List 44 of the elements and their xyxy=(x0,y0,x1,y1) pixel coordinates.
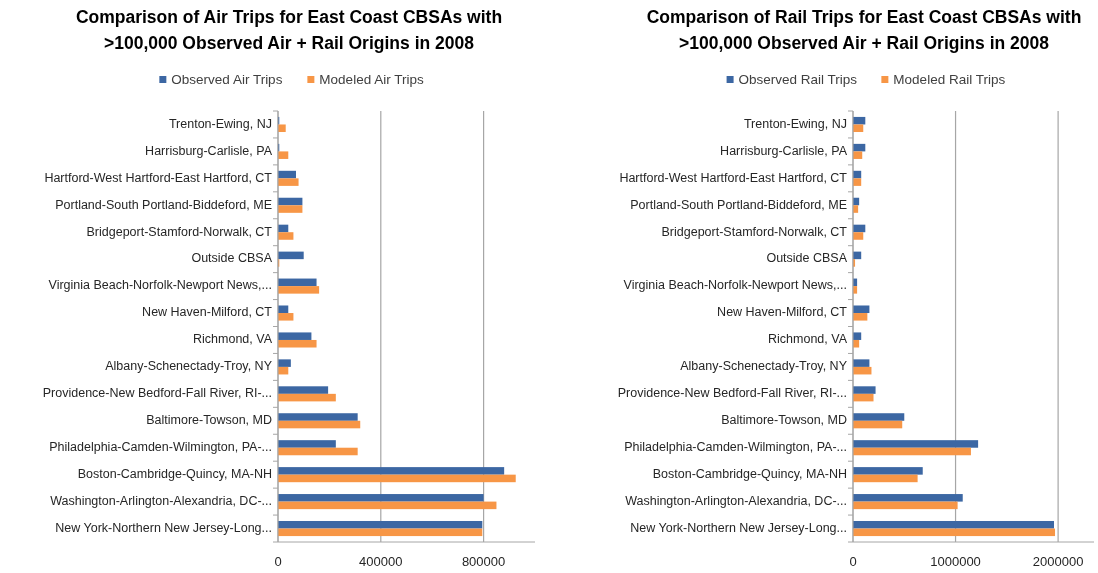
y-tick-label: Hartford-West Hartford-East Hartford, CT xyxy=(619,170,848,185)
y-tick-label: Virginia Beach-Norfolk-Newport News,... xyxy=(48,278,272,293)
y-tick-label: Philadelphia-Camden-Wilmington, PA-... xyxy=(624,440,847,455)
y-tick-label: Albany-Schenectady-Troy, NY xyxy=(105,359,273,374)
y-tick-label: Providence-New Bedford-Fall River, RI-... xyxy=(42,386,272,401)
x-tick-label: 0 xyxy=(274,554,282,570)
y-tick-label: Albany-Schenectady-Troy, NY xyxy=(680,359,848,374)
x-tick-label: 2000000 xyxy=(1032,554,1084,570)
y-tick-label: Richmond, VA xyxy=(768,332,848,347)
y-tick-label: Hartford-West Hartford-East Hartford, CT xyxy=(44,170,273,185)
y-tick-label: New Haven-Milford, CT xyxy=(142,305,273,320)
y-tick-label: Outside CBSA xyxy=(766,251,848,266)
y-tick-label: Trenton-Ewing, NJ xyxy=(168,116,272,131)
y-tick-label: New York-Northern New Jersey-Long... xyxy=(55,520,272,535)
y-tick-label: Richmond, VA xyxy=(193,332,273,347)
y-tick-label: Portland-South Portland-Biddeford, ME xyxy=(630,197,847,212)
y-tick-label: Harrisburg-Carlisle, PA xyxy=(145,143,273,158)
y-tick-label: Bridgeport-Stamford-Norwalk, CT xyxy=(661,224,848,239)
y-tick-label: Providence-New Bedford-Fall River, RI-... xyxy=(617,386,847,401)
chart-title: Comparison of Rail Trips for East Coast CBSAs with >100,000 Observed Air + Rail Origins in 2008 xyxy=(646,7,1082,53)
y-tick-label: Harrisburg-Carlisle, PA xyxy=(720,143,848,158)
y-tick-label: Washington-Arlington-Alexandria, DC-... xyxy=(50,493,272,508)
y-tick-label: Philadelphia-Camden-Wilmington, PA-... xyxy=(49,440,272,455)
chart-title: Comparison of Air Trips for East Coast CBSAs with >100,000 Observed Air + Rail Origins in 2008 xyxy=(75,7,503,53)
x-tick-label: 800000 xyxy=(461,554,506,570)
x-tick-label: 0 xyxy=(849,554,857,570)
y-tick-label: Virginia Beach-Norfolk-Newport News,... xyxy=(623,278,847,293)
legend-label: Modeled Air Trips xyxy=(319,71,424,87)
legend-label: Observed Rail Trips xyxy=(738,71,858,87)
y-tick-label: Baltimore-Towson, MD xyxy=(146,413,272,428)
x-tick-label: 1000000 xyxy=(930,554,981,570)
y-tick-label: Washington-Arlington-Alexandria, DC-... xyxy=(625,493,847,508)
y-tick-label: Portland-South Portland-Biddeford, ME xyxy=(55,197,272,212)
y-tick-label: Outside CBSA xyxy=(191,251,273,266)
legend-label: Observed Air Trips xyxy=(171,71,283,87)
y-tick-label: Trenton-Ewing, NJ xyxy=(743,116,847,131)
y-tick-label: Boston-Cambridge-Quincy, MA-NH xyxy=(652,466,847,481)
legend-label: Modeled Rail Trips xyxy=(893,71,1006,87)
x-tick-label: 400000 xyxy=(359,554,403,570)
y-tick-label: New Haven-Milford, CT xyxy=(717,305,848,320)
y-tick-label: Boston-Cambridge-Quincy, MA-NH xyxy=(77,466,272,481)
y-tick-label: New York-Northern New Jersey-Long... xyxy=(630,520,847,535)
y-tick-label: Baltimore-Towson, MD xyxy=(721,413,847,428)
y-tick-label: Bridgeport-Stamford-Norwalk, CT xyxy=(86,224,273,239)
